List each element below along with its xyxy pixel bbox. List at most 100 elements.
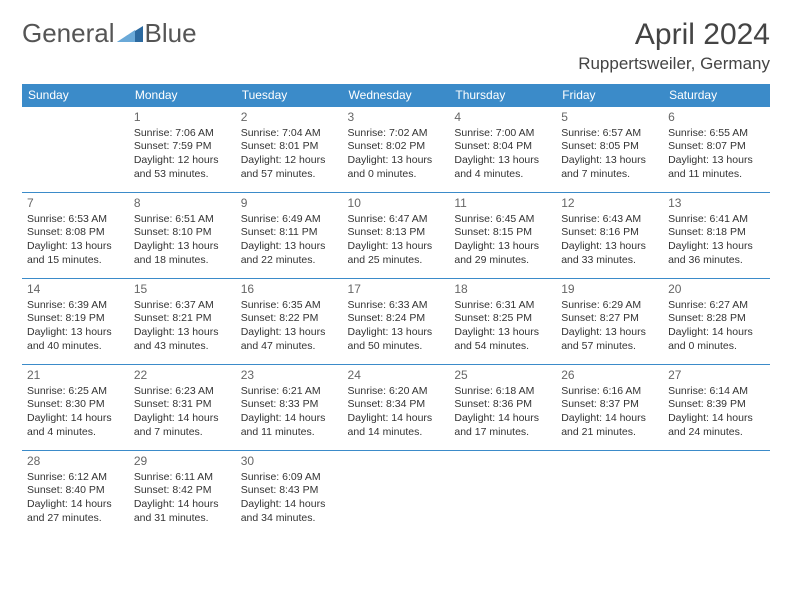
day-details: Sunrise: 6:29 AMSunset: 8:27 PMDaylight:… bbox=[561, 299, 658, 354]
day-detail-line: Sunset: 8:08 PM bbox=[27, 226, 124, 240]
day-details: Sunrise: 6:51 AMSunset: 8:10 PMDaylight:… bbox=[134, 213, 231, 268]
day-detail-line: Sunrise: 6:16 AM bbox=[561, 385, 658, 399]
day-detail-line: Sunrise: 7:02 AM bbox=[348, 127, 445, 141]
day-detail-line: Sunrise: 6:09 AM bbox=[241, 471, 338, 485]
day-detail-line: Daylight: 13 hours and 50 minutes. bbox=[348, 326, 445, 353]
day-detail-line: Sunrise: 6:21 AM bbox=[241, 385, 338, 399]
weekday-header: Tuesday bbox=[236, 84, 343, 107]
day-detail-line: Sunrise: 6:11 AM bbox=[134, 471, 231, 485]
calendar-cell: 21Sunrise: 6:25 AMSunset: 8:30 PMDayligh… bbox=[22, 365, 129, 451]
calendar-cell: 2Sunrise: 7:04 AMSunset: 8:01 PMDaylight… bbox=[236, 107, 343, 193]
day-detail-line: Daylight: 13 hours and 54 minutes. bbox=[454, 326, 551, 353]
day-detail-line: Sunset: 8:18 PM bbox=[668, 226, 765, 240]
day-number: 14 bbox=[27, 282, 124, 298]
day-details: Sunrise: 6:45 AMSunset: 8:15 PMDaylight:… bbox=[454, 213, 551, 268]
day-number: 8 bbox=[134, 196, 231, 212]
calendar-cell: 15Sunrise: 6:37 AMSunset: 8:21 PMDayligh… bbox=[129, 279, 236, 365]
day-detail-line: Daylight: 13 hours and 7 minutes. bbox=[561, 154, 658, 181]
day-number: 18 bbox=[454, 282, 551, 298]
day-number: 30 bbox=[241, 454, 338, 470]
day-detail-line: Daylight: 13 hours and 4 minutes. bbox=[454, 154, 551, 181]
calendar-cell: 20Sunrise: 6:27 AMSunset: 8:28 PMDayligh… bbox=[663, 279, 770, 365]
calendar-week-row: 1Sunrise: 7:06 AMSunset: 7:59 PMDaylight… bbox=[22, 107, 770, 193]
calendar-week-row: 21Sunrise: 6:25 AMSunset: 8:30 PMDayligh… bbox=[22, 365, 770, 451]
day-number: 6 bbox=[668, 110, 765, 126]
day-detail-line: Sunset: 8:25 PM bbox=[454, 312, 551, 326]
day-number: 3 bbox=[348, 110, 445, 126]
calendar-cell bbox=[663, 451, 770, 537]
day-detail-line: Daylight: 13 hours and 40 minutes. bbox=[27, 326, 124, 353]
day-detail-line: Daylight: 14 hours and 24 minutes. bbox=[668, 412, 765, 439]
day-detail-line: Daylight: 13 hours and 0 minutes. bbox=[348, 154, 445, 181]
calendar-cell: 27Sunrise: 6:14 AMSunset: 8:39 PMDayligh… bbox=[663, 365, 770, 451]
day-number: 7 bbox=[27, 196, 124, 212]
calendar-cell: 17Sunrise: 6:33 AMSunset: 8:24 PMDayligh… bbox=[343, 279, 450, 365]
day-detail-line: Daylight: 13 hours and 18 minutes. bbox=[134, 240, 231, 267]
day-number: 28 bbox=[27, 454, 124, 470]
day-number: 10 bbox=[348, 196, 445, 212]
day-details: Sunrise: 6:43 AMSunset: 8:16 PMDaylight:… bbox=[561, 213, 658, 268]
day-detail-line: Sunset: 8:02 PM bbox=[348, 140, 445, 154]
day-detail-line: Sunset: 8:10 PM bbox=[134, 226, 231, 240]
day-number: 1 bbox=[134, 110, 231, 126]
weekday-header: Wednesday bbox=[343, 84, 450, 107]
day-number: 25 bbox=[454, 368, 551, 384]
calendar-cell: 22Sunrise: 6:23 AMSunset: 8:31 PMDayligh… bbox=[129, 365, 236, 451]
day-detail-line: Sunset: 8:05 PM bbox=[561, 140, 658, 154]
calendar-cell: 11Sunrise: 6:45 AMSunset: 8:15 PMDayligh… bbox=[449, 193, 556, 279]
day-detail-line: Sunset: 8:11 PM bbox=[241, 226, 338, 240]
day-details: Sunrise: 6:14 AMSunset: 8:39 PMDaylight:… bbox=[668, 385, 765, 440]
day-number: 19 bbox=[561, 282, 658, 298]
day-detail-line: Sunset: 8:27 PM bbox=[561, 312, 658, 326]
calendar-cell: 7Sunrise: 6:53 AMSunset: 8:08 PMDaylight… bbox=[22, 193, 129, 279]
day-detail-line: Daylight: 14 hours and 27 minutes. bbox=[27, 498, 124, 525]
day-details: Sunrise: 6:09 AMSunset: 8:43 PMDaylight:… bbox=[241, 471, 338, 526]
day-detail-line: Sunset: 8:28 PM bbox=[668, 312, 765, 326]
day-detail-line: Sunset: 8:42 PM bbox=[134, 484, 231, 498]
day-detail-line: Sunrise: 6:53 AM bbox=[27, 213, 124, 227]
day-number: 5 bbox=[561, 110, 658, 126]
day-detail-line: Sunrise: 7:04 AM bbox=[241, 127, 338, 141]
day-detail-line: Sunset: 8:22 PM bbox=[241, 312, 338, 326]
day-detail-line: Sunrise: 6:12 AM bbox=[27, 471, 124, 485]
day-detail-line: Daylight: 14 hours and 34 minutes. bbox=[241, 498, 338, 525]
month-title: April 2024 bbox=[578, 18, 770, 52]
day-details: Sunrise: 6:11 AMSunset: 8:42 PMDaylight:… bbox=[134, 471, 231, 526]
day-details: Sunrise: 6:25 AMSunset: 8:30 PMDaylight:… bbox=[27, 385, 124, 440]
day-detail-line: Sunrise: 6:14 AM bbox=[668, 385, 765, 399]
calendar-cell: 13Sunrise: 6:41 AMSunset: 8:18 PMDayligh… bbox=[663, 193, 770, 279]
day-detail-line: Sunrise: 6:33 AM bbox=[348, 299, 445, 313]
day-details: Sunrise: 6:33 AMSunset: 8:24 PMDaylight:… bbox=[348, 299, 445, 354]
day-details: Sunrise: 7:02 AMSunset: 8:02 PMDaylight:… bbox=[348, 127, 445, 182]
weekday-header: Thursday bbox=[449, 84, 556, 107]
day-detail-line: Sunset: 8:33 PM bbox=[241, 398, 338, 412]
day-number: 9 bbox=[241, 196, 338, 212]
day-detail-line: Daylight: 12 hours and 57 minutes. bbox=[241, 154, 338, 181]
calendar-cell: 6Sunrise: 6:55 AMSunset: 8:07 PMDaylight… bbox=[663, 107, 770, 193]
day-details: Sunrise: 7:06 AMSunset: 7:59 PMDaylight:… bbox=[134, 127, 231, 182]
day-detail-line: Sunrise: 6:51 AM bbox=[134, 213, 231, 227]
brand-name-a: General bbox=[22, 18, 115, 49]
day-detail-line: Sunset: 8:39 PM bbox=[668, 398, 765, 412]
day-number: 11 bbox=[454, 196, 551, 212]
day-detail-line: Sunset: 8:43 PM bbox=[241, 484, 338, 498]
day-detail-line: Sunset: 8:34 PM bbox=[348, 398, 445, 412]
calendar-cell: 30Sunrise: 6:09 AMSunset: 8:43 PMDayligh… bbox=[236, 451, 343, 537]
day-details: Sunrise: 6:21 AMSunset: 8:33 PMDaylight:… bbox=[241, 385, 338, 440]
day-details: Sunrise: 6:16 AMSunset: 8:37 PMDaylight:… bbox=[561, 385, 658, 440]
day-details: Sunrise: 6:18 AMSunset: 8:36 PMDaylight:… bbox=[454, 385, 551, 440]
day-details: Sunrise: 6:39 AMSunset: 8:19 PMDaylight:… bbox=[27, 299, 124, 354]
calendar-cell: 5Sunrise: 6:57 AMSunset: 8:05 PMDaylight… bbox=[556, 107, 663, 193]
day-detail-line: Sunset: 7:59 PM bbox=[134, 140, 231, 154]
day-detail-line: Daylight: 14 hours and 14 minutes. bbox=[348, 412, 445, 439]
day-details: Sunrise: 6:37 AMSunset: 8:21 PMDaylight:… bbox=[134, 299, 231, 354]
calendar-cell bbox=[343, 451, 450, 537]
calendar-cell: 26Sunrise: 6:16 AMSunset: 8:37 PMDayligh… bbox=[556, 365, 663, 451]
day-detail-line: Daylight: 13 hours and 29 minutes. bbox=[454, 240, 551, 267]
day-number: 22 bbox=[134, 368, 231, 384]
day-details: Sunrise: 7:00 AMSunset: 8:04 PMDaylight:… bbox=[454, 127, 551, 182]
weekday-header-row: Sunday Monday Tuesday Wednesday Thursday… bbox=[22, 84, 770, 107]
day-detail-line: Daylight: 13 hours and 43 minutes. bbox=[134, 326, 231, 353]
day-detail-line: Sunrise: 7:00 AM bbox=[454, 127, 551, 141]
day-detail-line: Sunset: 8:16 PM bbox=[561, 226, 658, 240]
